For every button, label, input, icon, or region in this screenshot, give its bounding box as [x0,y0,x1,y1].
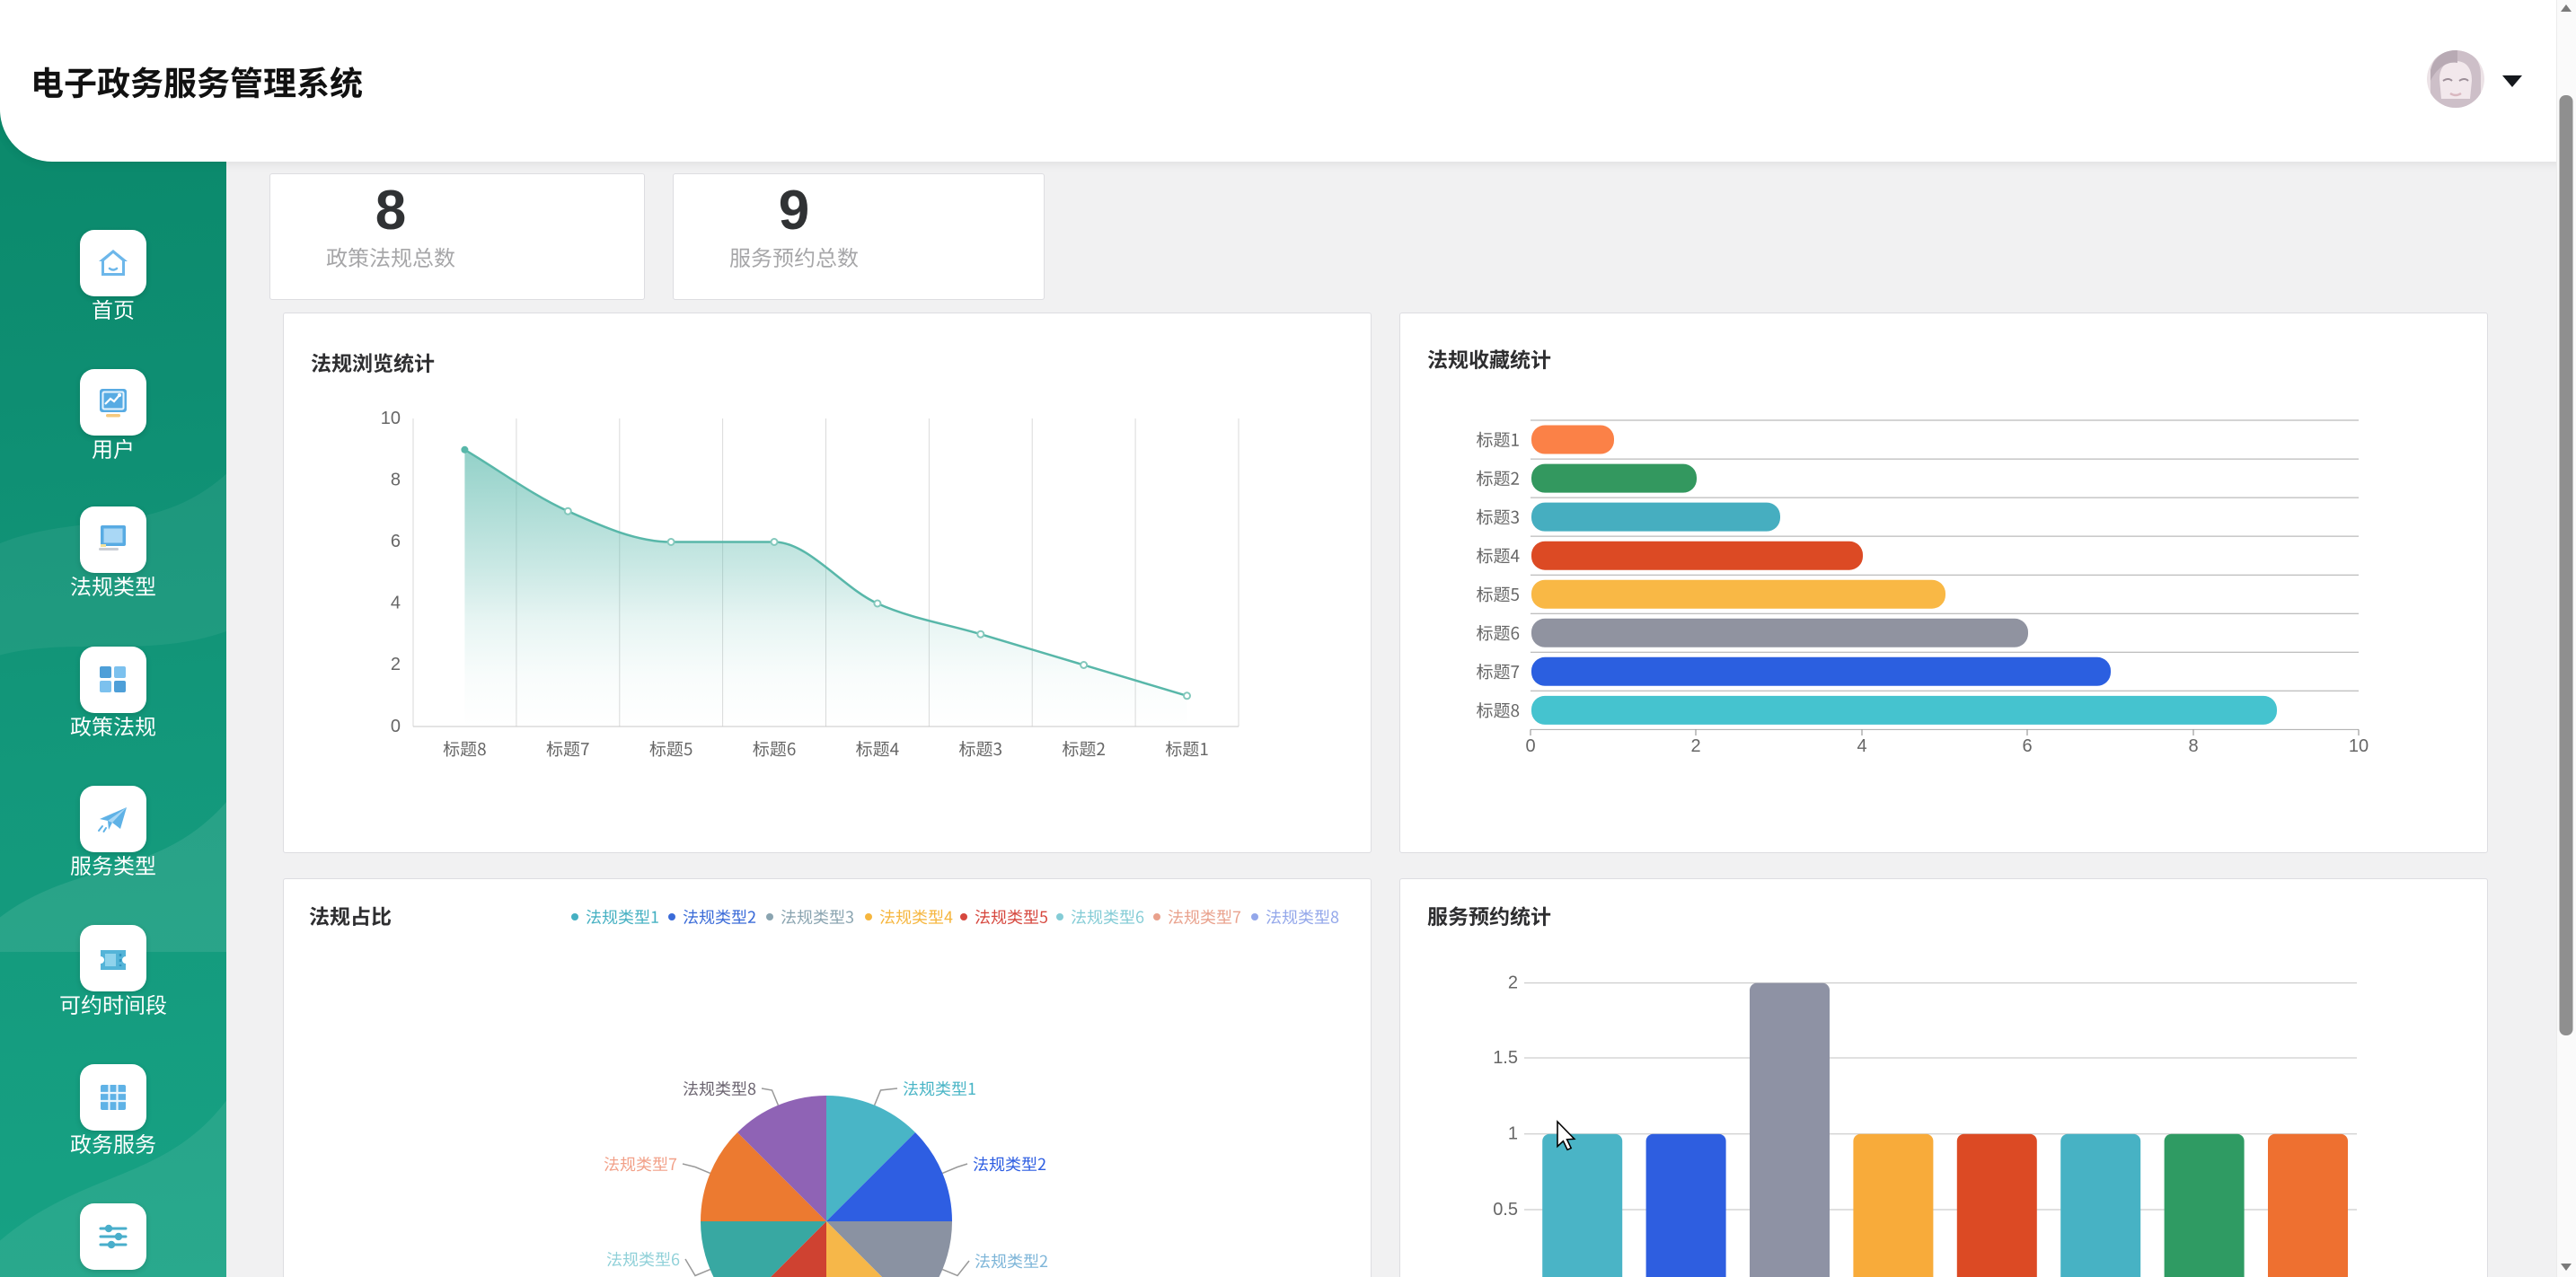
svg-text:10: 10 [381,409,401,428]
svg-text:2: 2 [391,655,401,674]
svg-text:8: 8 [391,471,401,490]
svg-text:8: 8 [2188,736,2198,756]
svg-text:0.5: 0.5 [1493,1200,1518,1220]
svg-text:4: 4 [1857,736,1866,756]
svg-text:2: 2 [1690,736,1700,756]
svg-text:6: 6 [391,532,401,551]
svg-text:4: 4 [391,594,401,613]
svg-text:1: 1 [1508,1124,1518,1144]
svg-text:0: 0 [391,717,401,736]
svg-text:0: 0 [1525,736,1535,756]
svg-text:10: 10 [2349,736,2369,756]
svg-text:6: 6 [2022,736,2032,756]
svg-text:2: 2 [1508,973,1518,993]
svg-text:1.5: 1.5 [1493,1048,1518,1068]
